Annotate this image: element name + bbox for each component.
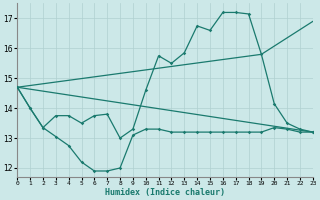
- X-axis label: Humidex (Indice chaleur): Humidex (Indice chaleur): [105, 188, 225, 197]
